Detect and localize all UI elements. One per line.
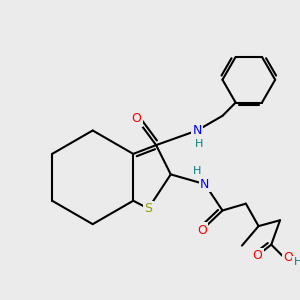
Text: S: S: [144, 202, 152, 215]
Text: O: O: [197, 224, 207, 236]
Text: H: H: [193, 167, 201, 176]
Text: H: H: [293, 257, 300, 267]
Text: N: N: [192, 124, 202, 137]
Text: O: O: [253, 249, 262, 262]
Text: H: H: [195, 139, 203, 149]
Text: O: O: [132, 112, 142, 125]
Text: O: O: [283, 251, 293, 264]
Text: N: N: [200, 178, 210, 190]
